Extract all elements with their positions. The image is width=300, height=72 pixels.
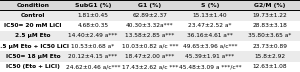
Text: 2.5 μM Eto + IC50 LiCl: 2.5 μM Eto + IC50 LiCl [0, 44, 70, 49]
Text: 4.68±0.35: 4.68±0.35 [77, 23, 109, 28]
Text: 24.62±0.46 a/c***: 24.62±0.46 a/c*** [66, 64, 120, 69]
Text: 45.39±1.91 a***: 45.39±1.91 a*** [185, 54, 235, 59]
Text: 1.81±0.45: 1.81±0.45 [77, 13, 109, 18]
Text: S (%): S (%) [201, 3, 219, 8]
Bar [0, 31, 300, 41]
Text: 36.16±4.61 a**: 36.16±4.61 a** [187, 33, 233, 39]
Text: 14.40±2.49 a***: 14.40±2.49 a*** [68, 33, 118, 39]
Bar [0, 10, 300, 21]
Text: G1 (%): G1 (%) [138, 3, 162, 8]
Text: 10.03±0.82 a/c ***: 10.03±0.82 a/c *** [122, 44, 178, 49]
Text: 2.5 μM Eto: 2.5 μM Eto [15, 33, 51, 39]
Text: 15.8±2.92: 15.8±2.92 [254, 54, 286, 59]
Text: 49.65±3.96 a/c***: 49.65±3.96 a/c*** [183, 44, 237, 49]
Bar [0, 51, 300, 62]
Text: 35.80±3.65 a*: 35.80±3.65 a* [248, 33, 292, 39]
Bar [0, 41, 300, 51]
Text: 28.83±3.18: 28.83±3.18 [253, 23, 287, 28]
Text: 20.12±4.15 a***: 20.12±4.15 a*** [68, 54, 118, 59]
Text: 19.73±1.22: 19.73±1.22 [253, 13, 287, 18]
Text: 12.63±1.08: 12.63±1.08 [253, 64, 287, 69]
Text: 23.73±0.89: 23.73±0.89 [253, 44, 287, 49]
Text: IC50= 20 mM LiCl: IC50= 20 mM LiCl [4, 23, 62, 28]
Text: 13.58±2.85 a***: 13.58±2.85 a*** [125, 33, 175, 39]
Text: 23.47±2.52 a*: 23.47±2.52 a* [188, 23, 232, 28]
Text: Condition: Condition [16, 3, 50, 8]
Text: Control: Control [21, 13, 45, 18]
Text: IC50 (Eto + LiCl): IC50 (Eto + LiCl) [6, 64, 60, 69]
Text: 10.53±0.68 a*: 10.53±0.68 a* [71, 44, 115, 49]
Bar [0, 62, 300, 72]
Text: 18.47±2.00 a***: 18.47±2.00 a*** [125, 54, 175, 59]
Text: G2/M (%): G2/M (%) [254, 3, 286, 8]
Text: 40.30±3.32a***: 40.30±3.32a*** [126, 23, 174, 28]
Text: 62.89±2.37: 62.89±2.37 [133, 13, 167, 18]
Bar [0, 0, 300, 10]
Text: 45.48±3.09 a ***/c**: 45.48±3.09 a ***/c** [179, 64, 241, 69]
Text: SubG1 (%): SubG1 (%) [75, 3, 111, 8]
Text: 15.13±1.40: 15.13±1.40 [193, 13, 227, 18]
Text: IC50= 18 μM Eto: IC50= 18 μM Eto [6, 54, 60, 59]
Bar [0, 21, 300, 31]
Text: 17.43±2.62 a/c ***: 17.43±2.62 a/c *** [122, 64, 178, 69]
